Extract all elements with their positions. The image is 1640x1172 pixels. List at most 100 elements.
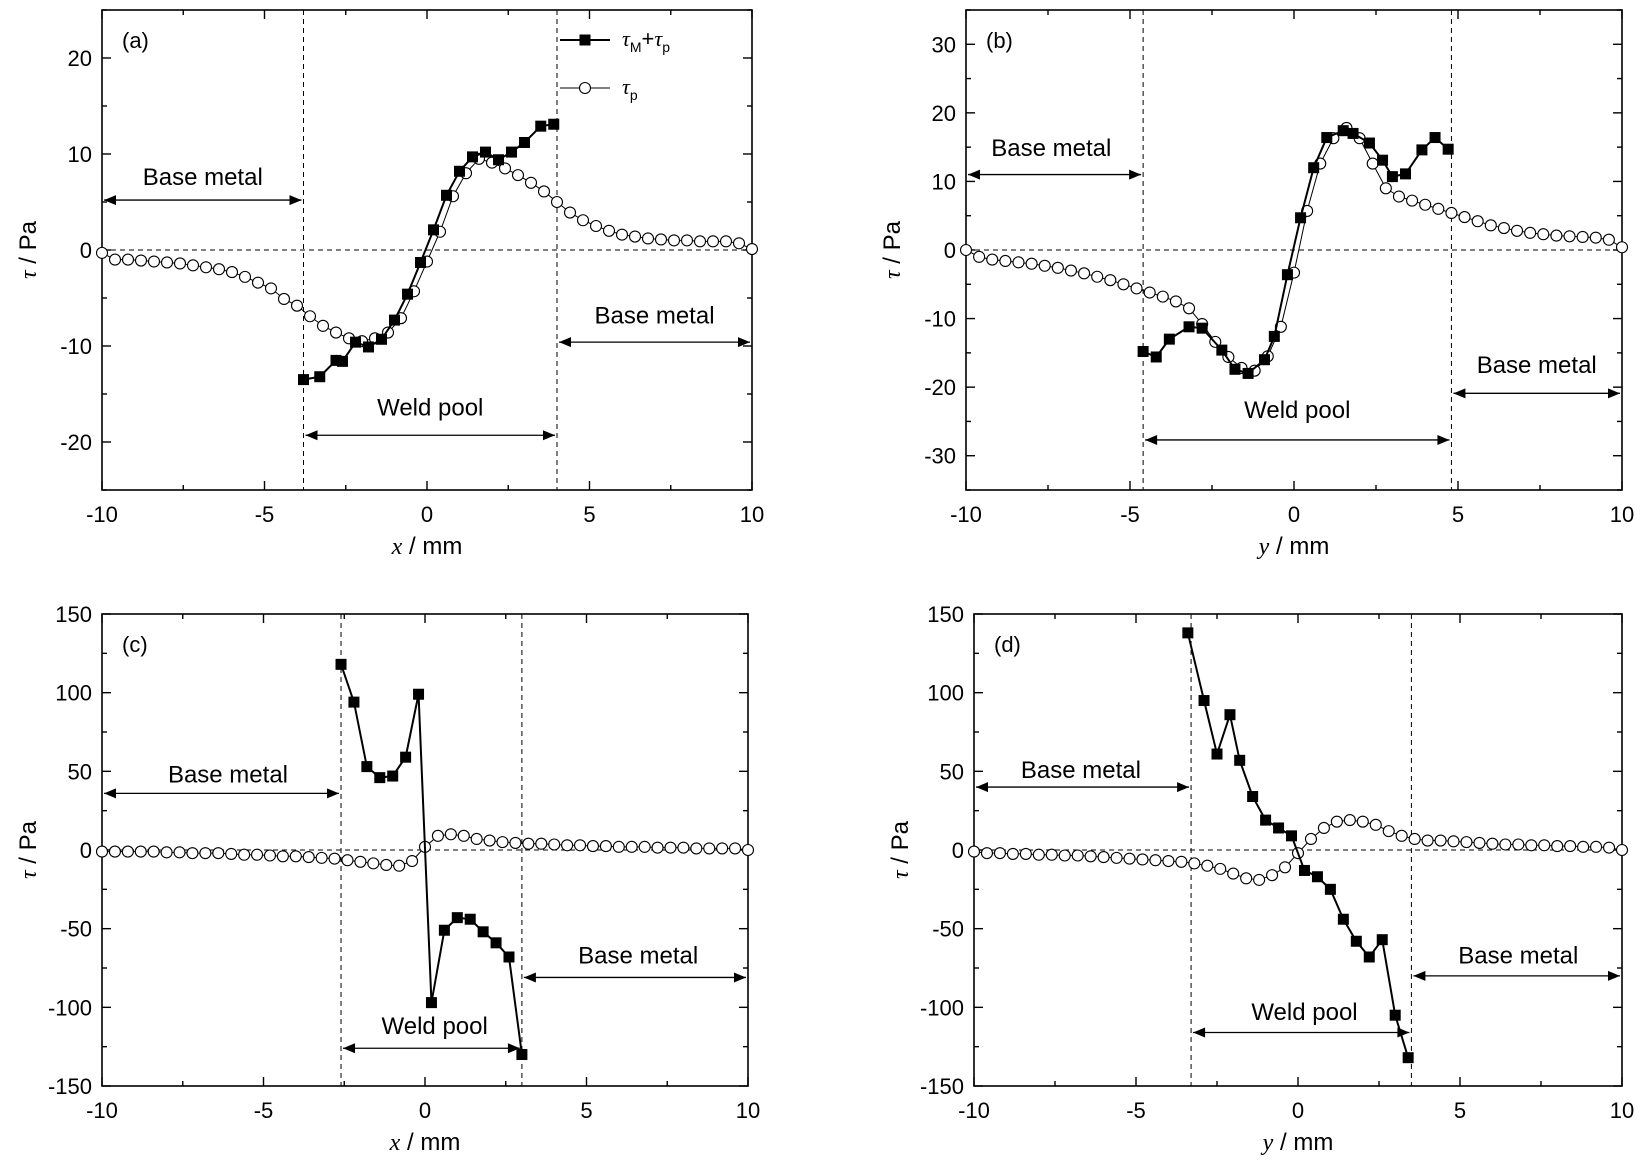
data-point-p	[586, 840, 600, 853]
data-point-total	[425, 997, 437, 1009]
data-point-p	[690, 842, 703, 855]
y-tick-label: 10	[68, 142, 92, 167]
arrow-head-right	[543, 430, 555, 441]
data-point-p	[1458, 211, 1471, 224]
data-point-p	[1162, 854, 1175, 868]
data-point-p	[535, 837, 548, 850]
data-point-total	[1258, 354, 1270, 366]
data-point-p	[1084, 850, 1097, 863]
y-tick-label: -20	[924, 375, 956, 400]
y-tick-label: 30	[932, 32, 956, 57]
data-point-p	[638, 840, 651, 853]
data-point-p	[121, 253, 135, 266]
y-tick-label: -100	[48, 995, 92, 1020]
data-point-p	[393, 859, 406, 872]
data-point-total	[387, 770, 399, 782]
data-point-total	[413, 688, 425, 700]
data-point-p	[589, 219, 603, 233]
data-point-p	[980, 847, 994, 860]
data-point-p	[1156, 290, 1169, 303]
data-point-p	[496, 836, 509, 849]
data-point-p	[1408, 832, 1421, 846]
x-tick-label: -5	[1120, 502, 1140, 527]
data-point-p	[277, 292, 291, 306]
data-point-p	[1104, 274, 1117, 287]
arrow-head-left	[1193, 1027, 1206, 1038]
data-point-p	[524, 176, 538, 189]
data-point-p	[628, 230, 642, 243]
data-point-p	[1590, 840, 1603, 853]
data-point-p	[664, 841, 677, 854]
data-point-p	[615, 228, 629, 241]
data-point-total	[1402, 1052, 1414, 1064]
series-line-total	[303, 123, 554, 381]
data-point-total	[503, 951, 515, 963]
data-point-p	[1471, 215, 1484, 228]
data-point-p	[1484, 219, 1497, 232]
y-tick-label: 50	[940, 759, 964, 784]
data-point-p	[1602, 841, 1616, 854]
data-point-total	[374, 772, 386, 784]
legend-marker-total	[579, 34, 591, 46]
data-point-p	[1395, 829, 1408, 842]
data-point-p	[498, 162, 512, 175]
data-point-p	[1006, 847, 1019, 860]
arrow-head-right	[1129, 169, 1142, 180]
region-label: Weld pool	[1251, 999, 1357, 1026]
y-tick-label: -20	[60, 430, 92, 455]
data-point-p	[1379, 182, 1392, 195]
data-point-p	[212, 847, 225, 860]
data-point-p	[1169, 295, 1182, 308]
data-point-p	[1175, 855, 1188, 868]
x-tick-label: 5	[580, 1098, 592, 1123]
data-point-total	[454, 165, 465, 177]
data-point-p	[186, 847, 199, 860]
x-tick-label: 5	[1452, 502, 1464, 527]
data-point-total	[438, 924, 450, 936]
data-point-total	[441, 189, 452, 201]
legend-label-total: τM+τp	[622, 26, 670, 55]
data-point-total	[428, 224, 439, 236]
panel-a: -10 -5 0 5 10 -20 -10 0 10 20 x / mm τ / Pa (a) Base …	[15, 9, 764, 560]
data-point-total	[348, 696, 360, 708]
data-point-p	[1538, 839, 1551, 852]
data-point-total	[330, 354, 342, 366]
arrow-head-right	[507, 1043, 520, 1054]
region-label: Base metal	[991, 135, 1111, 162]
data-point-p	[147, 845, 160, 858]
data-point-p	[550, 195, 564, 209]
data-point-p	[1510, 224, 1524, 237]
data-point-p	[999, 254, 1012, 268]
data-point-p	[1330, 815, 1343, 828]
data-point-p	[1240, 872, 1253, 885]
data-point-total	[506, 146, 517, 158]
data-point-total	[535, 120, 547, 132]
data-point-p	[1460, 836, 1473, 849]
data-point-p	[680, 234, 694, 247]
data-point-p	[1447, 835, 1460, 848]
y-tick-label: -30	[924, 444, 956, 469]
data-point-p	[1188, 857, 1201, 870]
data-point-p	[1343, 814, 1356, 827]
data-point-p	[108, 253, 122, 266]
data-point-p	[329, 326, 343, 339]
y-axis-title: τ / Pa	[15, 220, 42, 279]
data-point-p	[1051, 261, 1064, 274]
data-point-p	[1214, 862, 1227, 875]
region-label: Weld pool	[1244, 397, 1350, 424]
y-tick-label: 50	[68, 759, 92, 784]
data-point-total	[389, 314, 400, 326]
panel-label: (c)	[122, 632, 148, 657]
data-point-p	[186, 259, 200, 272]
arrow-head-right	[1177, 782, 1190, 793]
data-point-p	[654, 233, 668, 246]
data-point-total	[1337, 125, 1349, 137]
x-tick-label: 10	[1610, 502, 1634, 527]
data-point-total	[1286, 830, 1298, 842]
data-point-p	[147, 255, 161, 268]
data-point-p	[1266, 869, 1279, 882]
arrow-head-right	[734, 972, 746, 983]
data-point-p	[1615, 241, 1629, 254]
data-point-total	[1196, 322, 1208, 334]
data-point-total	[1150, 351, 1162, 363]
